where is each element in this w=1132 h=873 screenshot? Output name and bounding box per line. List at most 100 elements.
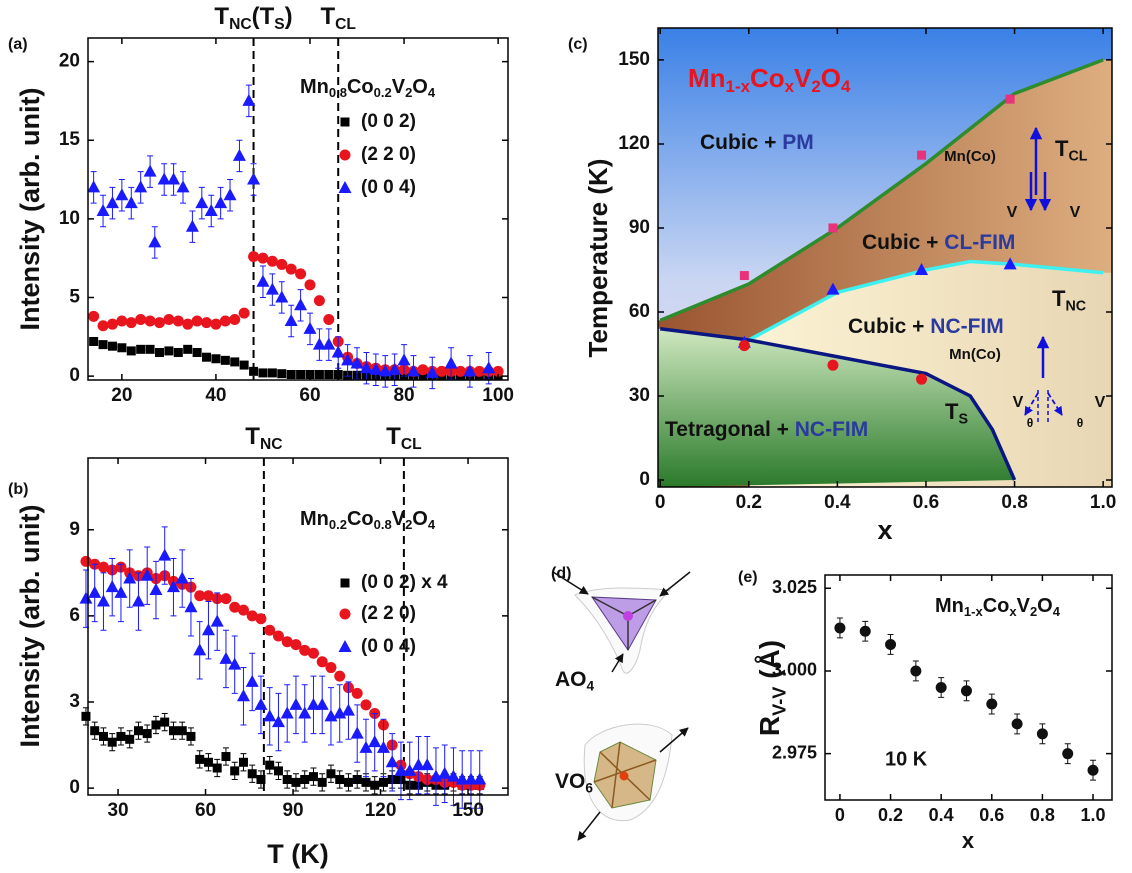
y-tick-label: 0 xyxy=(69,777,80,798)
data-point xyxy=(151,720,161,730)
spin-label: θ xyxy=(1027,416,1034,430)
data-point xyxy=(185,219,199,232)
phase-boundary xyxy=(659,327,1017,481)
x-tick-label: 1.0 xyxy=(1081,805,1106,825)
data-point xyxy=(184,600,198,613)
data-point xyxy=(312,337,326,350)
data-point xyxy=(230,766,240,776)
y-axis-label: Intensity (arb. unit) xyxy=(15,88,45,331)
annotation-part: 2 xyxy=(1030,604,1037,619)
chart-title-part: 4 xyxy=(841,77,851,96)
region-label-part: NC-FIM xyxy=(930,315,1003,338)
data-point xyxy=(237,604,249,616)
phase-label-part: S xyxy=(958,411,968,427)
arrow xyxy=(552,571,589,595)
data-point xyxy=(834,622,846,634)
phase-label-part: T xyxy=(1055,136,1069,161)
data-point xyxy=(388,362,402,375)
data-point xyxy=(134,180,148,193)
data-point xyxy=(142,729,152,739)
y-tick-label: 2.975 xyxy=(772,742,817,762)
data-point xyxy=(88,585,102,598)
data-point xyxy=(827,359,839,371)
spin-label: Mn(Co) xyxy=(949,346,1001,363)
annotation-part: x xyxy=(1009,604,1017,619)
tetrahedron xyxy=(591,596,657,651)
data-point xyxy=(246,610,258,622)
data-point xyxy=(192,347,202,357)
annotation-part: V xyxy=(1017,595,1031,617)
data-point xyxy=(163,313,175,325)
legend-marker xyxy=(339,149,351,161)
legend-marker xyxy=(340,578,350,588)
data-point xyxy=(154,347,164,357)
data-point xyxy=(289,697,303,710)
data-point xyxy=(136,344,146,354)
y-tick-label: 60 xyxy=(629,301,650,322)
region-label: Cubic + NC-FIM xyxy=(848,315,1004,338)
data-point xyxy=(145,344,155,354)
data-point xyxy=(97,320,109,332)
data-point xyxy=(1036,728,1048,740)
data-point xyxy=(88,310,100,322)
bond xyxy=(627,599,657,617)
phase-label: TNC xyxy=(1052,286,1086,315)
panel-label: (d) xyxy=(551,565,571,582)
data-point xyxy=(397,353,411,366)
data-point xyxy=(107,737,117,747)
legend-label: (2 2 0) xyxy=(361,144,416,165)
data-point xyxy=(910,665,922,677)
panel-label: (c) xyxy=(568,36,588,53)
chart-title-part: V xyxy=(794,63,812,93)
y-tick-label: 0 xyxy=(69,365,80,386)
x-tick-label: 150 xyxy=(452,800,484,821)
data-point xyxy=(167,172,181,185)
data-point xyxy=(87,180,101,193)
x-axis-label: x xyxy=(962,828,975,853)
data-point xyxy=(166,580,180,593)
data-point xyxy=(307,647,319,659)
transition-label-part: T xyxy=(320,3,335,30)
annotation-part: O xyxy=(1037,595,1053,617)
spin-arrow xyxy=(1047,392,1063,416)
data-point xyxy=(258,368,268,378)
data-point xyxy=(446,769,460,782)
data-point xyxy=(125,734,135,744)
data-point xyxy=(333,369,343,379)
plot-frame xyxy=(657,27,1113,488)
x-tick-label: 0.6 xyxy=(913,492,939,513)
data-point xyxy=(195,754,205,764)
x-tick-label: 1.0 xyxy=(1090,492,1116,513)
data-point xyxy=(326,769,336,779)
data-point xyxy=(276,258,288,270)
data-point xyxy=(81,711,91,721)
data-point xyxy=(114,585,128,598)
data-point xyxy=(376,740,390,753)
phase-label-part: NC xyxy=(1065,298,1086,314)
data-point xyxy=(131,594,145,607)
plot-frame xyxy=(87,37,509,381)
data-point xyxy=(173,347,183,357)
data-point xyxy=(403,763,417,776)
legend-title-part: Co xyxy=(347,76,374,98)
data-point xyxy=(314,369,324,379)
data-point xyxy=(738,340,750,352)
data-point xyxy=(828,223,838,233)
data-point xyxy=(369,362,383,375)
polyhedron-label: VO6 xyxy=(555,770,593,795)
data-point xyxy=(360,699,372,711)
legend-title-part: Mn xyxy=(300,508,329,530)
phase-label-part: CL xyxy=(1068,148,1087,164)
polyhedron-label: AO4 xyxy=(555,668,595,693)
data-point xyxy=(220,355,230,365)
phase-boundary xyxy=(747,259,1104,342)
data-point xyxy=(739,271,749,281)
region-label-part: CL-FIM xyxy=(944,231,1015,254)
data-point xyxy=(294,298,308,311)
x-tick-label: 0.4 xyxy=(824,492,851,513)
data-point xyxy=(411,758,425,771)
legend-marker xyxy=(338,181,352,193)
data-point xyxy=(202,352,212,362)
y-tick-label: 10 xyxy=(59,208,80,229)
